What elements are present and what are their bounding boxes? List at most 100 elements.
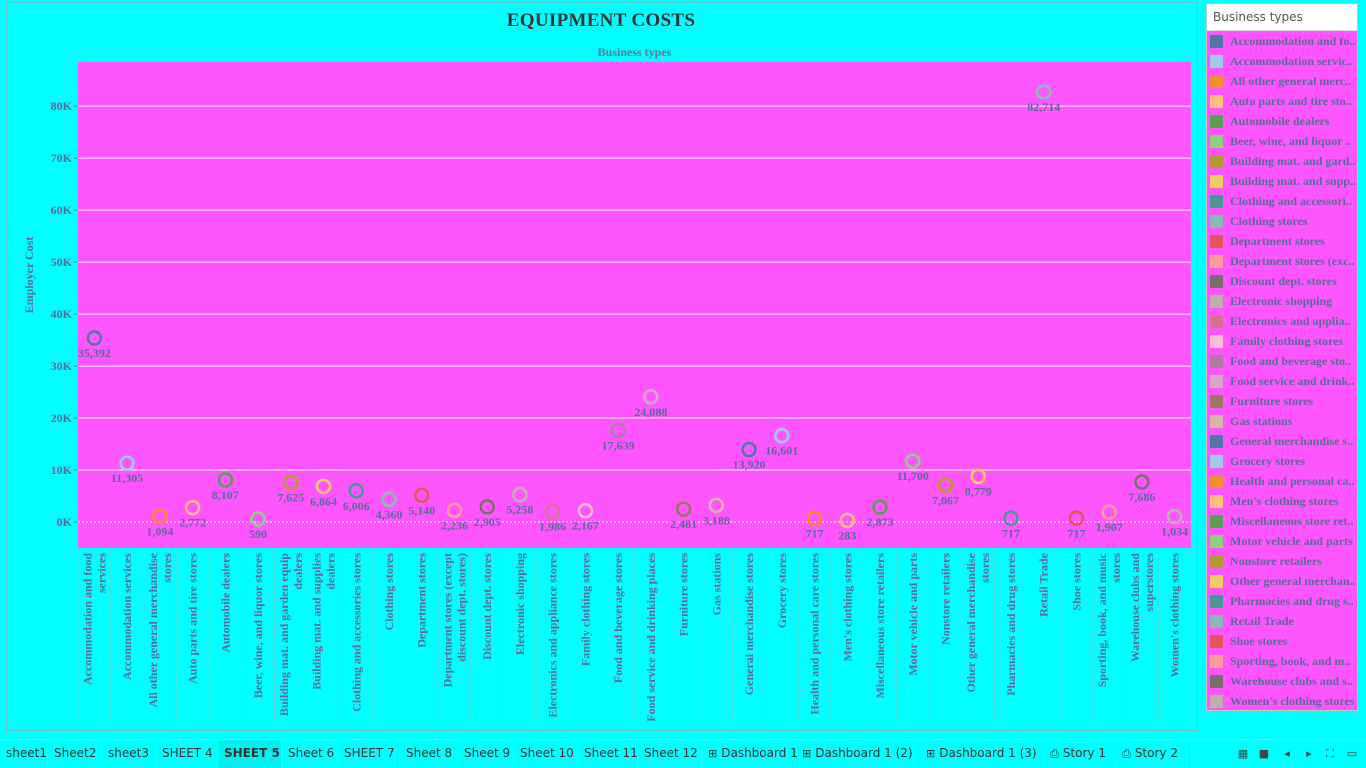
data-label: 1,907 bbox=[1096, 520, 1123, 534]
legend-swatch bbox=[1210, 414, 1223, 428]
present-icon[interactable]: ▭ bbox=[1346, 747, 1358, 760]
x-category-label: Clothing stores bbox=[382, 553, 396, 631]
tab-sheet-5[interactable]: SHEET 5 bbox=[218, 740, 282, 768]
legend-item[interactable]: Nonstore retailers bbox=[1207, 551, 1357, 571]
data-point bbox=[905, 453, 921, 469]
x-category-label: Department stores bbox=[415, 553, 429, 648]
legend-item[interactable]: Food and beverage sto.. bbox=[1207, 351, 1357, 371]
x-category-label: superstores bbox=[1142, 553, 1156, 612]
legend-item[interactable]: All other general merc.. bbox=[1207, 71, 1357, 91]
tab-story-2[interactable]: ⎙ Story 2 bbox=[1116, 740, 1192, 768]
x-category-label: Other general merchandise bbox=[964, 552, 978, 692]
x-category-label: Food service and drinking places bbox=[644, 553, 658, 722]
legend-swatch bbox=[1210, 654, 1223, 668]
legend-item[interactable]: Accommodation servic.. bbox=[1207, 51, 1357, 71]
y-tick-label: 10K bbox=[51, 463, 73, 477]
x-category-label: dealers bbox=[324, 553, 338, 590]
legend-swatch bbox=[1210, 694, 1223, 708]
legend-label: Accommodation and fo.. bbox=[1230, 33, 1356, 48]
tab-label: Dashboard 1 (3) bbox=[939, 746, 1037, 760]
legend-item[interactable]: Shoe stores bbox=[1207, 631, 1357, 651]
data-point bbox=[708, 497, 725, 514]
data-point bbox=[1068, 510, 1085, 527]
legend-item[interactable]: Pharmacies and drug s.. bbox=[1207, 591, 1357, 611]
legend-item[interactable]: Motor vehicle and parts bbox=[1207, 531, 1357, 551]
legend-item[interactable]: Beer, wine, and liquor .. bbox=[1207, 131, 1357, 151]
legend-item[interactable]: Women's clothing stores bbox=[1207, 691, 1357, 710]
legend-swatch bbox=[1210, 574, 1223, 588]
data-point bbox=[872, 499, 888, 515]
legend-item[interactable]: Electronics and applia.. bbox=[1207, 311, 1357, 331]
data-point bbox=[119, 455, 135, 471]
legend-item[interactable]: Discount dept. stores bbox=[1207, 271, 1357, 291]
legend-item[interactable]: Accommodation and fo.. bbox=[1207, 31, 1357, 51]
legend-item[interactable]: Food service and drink.. bbox=[1207, 371, 1357, 391]
legend-item[interactable]: Gas stations bbox=[1207, 411, 1357, 431]
x-category-label: Department stores (except bbox=[440, 553, 454, 687]
x-category-label: Building mat. and supplies bbox=[310, 553, 324, 690]
tab-sheet-11[interactable]: Sheet 11 bbox=[578, 740, 638, 768]
y-axis-title: Employer Cost bbox=[22, 237, 36, 314]
y-tick-label: 60K bbox=[51, 203, 73, 217]
legend-item[interactable]: Warehouse clubs and s.. bbox=[1207, 671, 1357, 691]
fullscreen-icon[interactable]: ⛶ bbox=[1326, 747, 1334, 760]
legend-label: Clothing stores bbox=[1230, 213, 1308, 228]
tab-dashboard-1-2[interactable]: ⊞ Dashboard 1 (2) bbox=[796, 740, 914, 768]
tab-view-icon[interactable]: ■ bbox=[1258, 747, 1270, 760]
tab-sheet-4[interactable]: SHEET 4 bbox=[156, 740, 218, 768]
tab-sheet-9[interactable]: Sheet 9 bbox=[458, 740, 514, 768]
legend-item[interactable]: Furniture stores bbox=[1207, 391, 1357, 411]
legend-item[interactable]: Clothing and accessori.. bbox=[1207, 191, 1357, 211]
legend-label: Grocery stores bbox=[1230, 453, 1306, 468]
next-sheet-icon[interactable]: ▸ bbox=[1306, 747, 1312, 760]
tab-sheet1[interactable]: sheet1 bbox=[0, 740, 48, 768]
tab-story-1[interactable]: ⎙ Story 1 bbox=[1044, 740, 1116, 768]
data-point bbox=[479, 499, 495, 515]
legend-label: Food service and drink.. bbox=[1230, 373, 1355, 388]
legend-item[interactable]: Electronic shopping bbox=[1207, 291, 1357, 311]
tab-sheet-12[interactable]: Sheet 12 bbox=[638, 740, 702, 768]
legend-panel[interactable]: Business types Accommodation and fo.. Acc… bbox=[1206, 3, 1358, 711]
legend-label: Miscellaneous store ret.. bbox=[1230, 513, 1354, 528]
film-strip-icon[interactable]: ▦ bbox=[1237, 747, 1249, 760]
data-label: 717 bbox=[1002, 526, 1020, 540]
data-label: 11,700 bbox=[897, 469, 929, 483]
y-tick-label: 30K bbox=[51, 359, 73, 373]
prev-sheet-icon[interactable]: ◂ bbox=[1284, 747, 1290, 760]
tab-sheet-7[interactable]: SHEET 7 bbox=[338, 740, 400, 768]
legend-item[interactable]: Clothing stores bbox=[1207, 211, 1357, 231]
tab-label: Story 2 bbox=[1134, 746, 1178, 760]
legend-item[interactable]: Auto parts and tire sto.. bbox=[1207, 91, 1357, 111]
legend-item[interactable]: Automobile dealers bbox=[1207, 111, 1357, 131]
legend-item[interactable]: Grocery stores bbox=[1207, 451, 1357, 471]
tab-sheet-10[interactable]: Sheet 10 bbox=[514, 740, 578, 768]
legend-item[interactable]: Department stores (exc.. bbox=[1207, 251, 1357, 271]
tab-sheet-8[interactable]: Sheet 8 bbox=[400, 740, 458, 768]
legend-item[interactable]: Retail Trade bbox=[1207, 611, 1357, 631]
legend-item[interactable]: Other general merchan.. bbox=[1207, 571, 1357, 591]
legend-item[interactable]: Miscellaneous store ret.. bbox=[1207, 511, 1357, 531]
tab-label: Sheet 8 bbox=[406, 746, 453, 760]
x-category-label: Accommodation and food bbox=[80, 553, 94, 685]
legend-item[interactable]: Building mat. and supp.. bbox=[1207, 171, 1357, 191]
legend-item[interactable]: Men's clothing stores bbox=[1207, 491, 1357, 511]
tab-dashboard-1[interactable]: ⊞ Dashboard 1 bbox=[702, 740, 800, 768]
legend-list: Accommodation and fo.. Accommodation serv… bbox=[1207, 31, 1357, 710]
legend-label: Food and beverage sto.. bbox=[1230, 353, 1351, 368]
legend-item[interactable]: Family clothing stores bbox=[1207, 331, 1357, 351]
legend-item[interactable]: Department stores bbox=[1207, 231, 1357, 251]
tab-dashboard-1-3[interactable]: ⊞ Dashboard 1 (3) bbox=[920, 740, 1044, 768]
legend-item[interactable]: Sporting, book, and m.. bbox=[1207, 651, 1357, 671]
tab-sheet3[interactable]: sheet3 bbox=[102, 740, 156, 768]
legend-item[interactable]: Building mat. and gard.. bbox=[1207, 151, 1357, 171]
legend-item[interactable]: General merchandise s.. bbox=[1207, 431, 1357, 451]
data-point bbox=[184, 499, 201, 516]
x-category-label: Grocery stores bbox=[775, 553, 789, 629]
story-icon: ⎙ bbox=[1050, 747, 1059, 760]
legend-swatch bbox=[1210, 534, 1223, 548]
x-category-label: Warehouse clubs and bbox=[1128, 553, 1142, 662]
x-category-label: Women's clothing stores bbox=[1168, 553, 1182, 678]
tab-sheet-6[interactable]: Sheet 6 bbox=[282, 740, 338, 768]
legend-item[interactable]: Health and personal ca.. bbox=[1207, 471, 1357, 491]
tab-sheet2[interactable]: Sheet2 bbox=[48, 740, 102, 768]
